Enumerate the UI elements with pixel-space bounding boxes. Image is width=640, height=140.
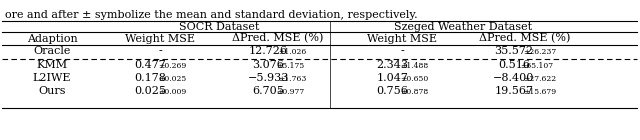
Text: 1.047: 1.047 xyxy=(376,73,408,83)
Text: Weight MSE: Weight MSE xyxy=(367,33,437,44)
Text: 0.756: 0.756 xyxy=(376,86,408,96)
Text: ±5.175: ±5.175 xyxy=(276,62,304,70)
Text: ΔPred. MSE (%): ΔPred. MSE (%) xyxy=(232,33,324,44)
Text: 0.477: 0.477 xyxy=(134,60,166,70)
Text: ΔPred. MSE (%): ΔPred. MSE (%) xyxy=(479,33,571,44)
Text: 12.726: 12.726 xyxy=(249,46,288,57)
Text: 6.705: 6.705 xyxy=(252,86,284,96)
Text: 0.025: 0.025 xyxy=(134,86,166,96)
Text: ±0.650: ±0.650 xyxy=(400,75,428,83)
Text: ±27.622: ±27.622 xyxy=(523,75,556,83)
Text: 35.572: 35.572 xyxy=(494,46,533,57)
Text: ±0.878: ±0.878 xyxy=(400,88,428,96)
Text: ±0.977: ±0.977 xyxy=(276,88,304,96)
Text: Ours: Ours xyxy=(38,86,66,96)
Text: ±65.107: ±65.107 xyxy=(520,62,554,70)
Text: −5.933: −5.933 xyxy=(248,73,289,83)
Text: -: - xyxy=(158,46,162,57)
Text: 0.178: 0.178 xyxy=(134,73,166,83)
Text: SOCR Dataset: SOCR Dataset xyxy=(179,22,259,32)
Text: −8.400: −8.400 xyxy=(493,73,534,83)
Text: 19.567: 19.567 xyxy=(494,86,533,96)
Text: 2.343: 2.343 xyxy=(376,60,408,70)
Text: Oracle: Oracle xyxy=(33,46,70,57)
Text: Weight MSE: Weight MSE xyxy=(125,33,195,44)
Text: ±26.237: ±26.237 xyxy=(523,48,556,57)
Text: L2IWE: L2IWE xyxy=(33,73,71,83)
Text: ±1.488: ±1.488 xyxy=(400,62,428,70)
Text: ±1.763: ±1.763 xyxy=(278,75,307,83)
Text: ±1.026: ±1.026 xyxy=(278,48,307,57)
Text: Szeged Weather Dataset: Szeged Weather Dataset xyxy=(394,22,532,32)
Text: ±0.269: ±0.269 xyxy=(158,62,186,70)
Text: ore and after ± symbolize the mean and standard deviation, respectively.: ore and after ± symbolize the mean and s… xyxy=(5,10,418,20)
Text: KMM: KMM xyxy=(36,60,68,70)
Text: -: - xyxy=(400,46,404,57)
Text: 3.076: 3.076 xyxy=(252,60,284,70)
Text: ±0.025: ±0.025 xyxy=(158,75,186,83)
Text: 0.516: 0.516 xyxy=(498,60,530,70)
Text: ±15.679: ±15.679 xyxy=(523,88,556,96)
Text: Adaption: Adaption xyxy=(27,33,77,44)
Text: ±0.009: ±0.009 xyxy=(158,88,186,96)
